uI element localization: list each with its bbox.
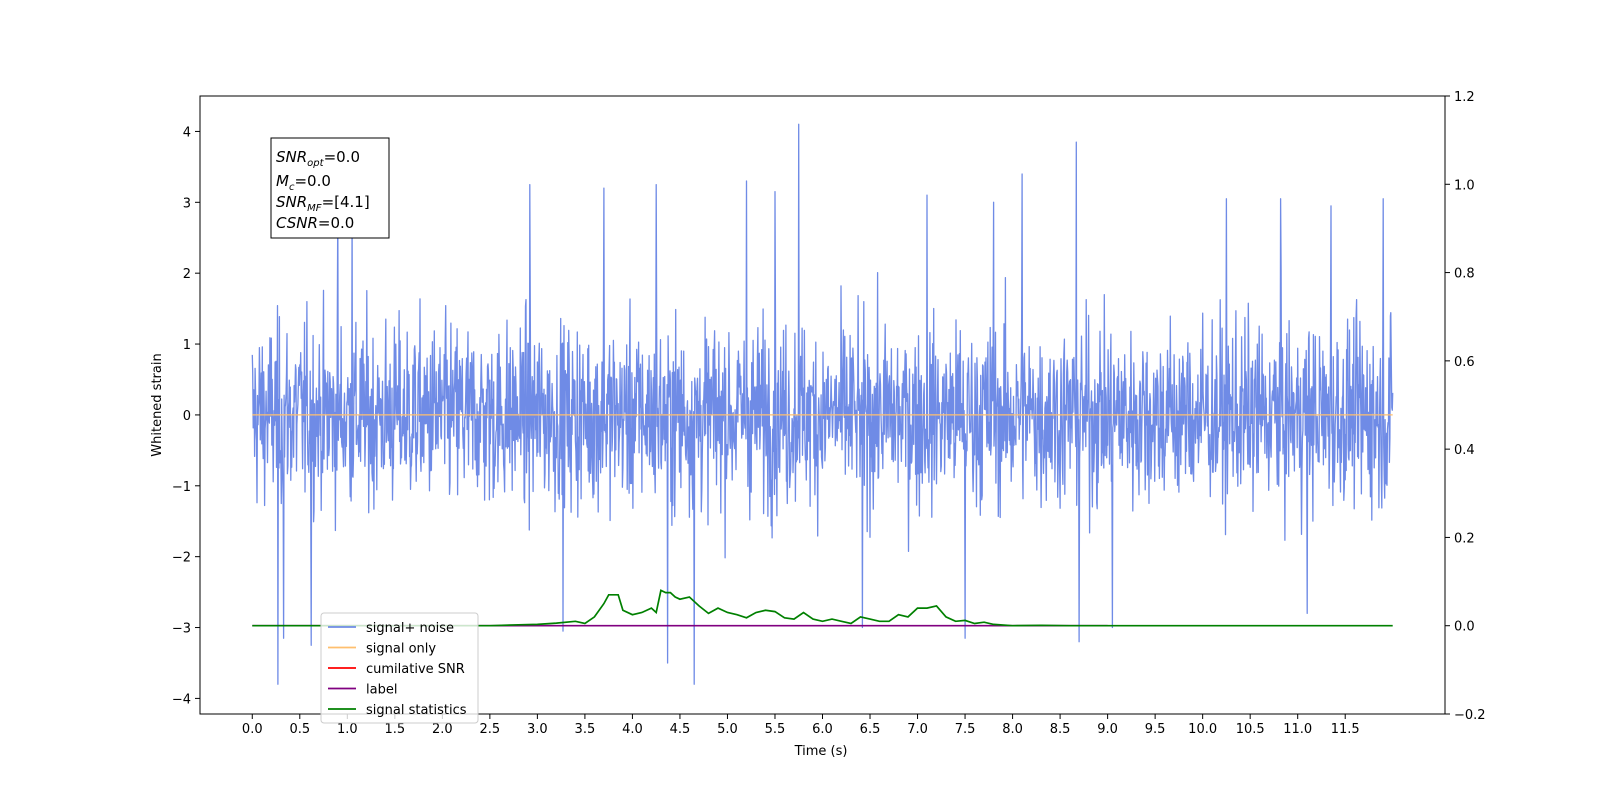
x-tick-label: 8.5 — [1050, 722, 1071, 737]
y-tick-label: 2 — [183, 267, 191, 282]
x-tick-label: 11.0 — [1283, 722, 1312, 737]
y2-tick-label: 1.0 — [1454, 178, 1475, 193]
x-tick-label: 3.0 — [527, 722, 548, 737]
x-tick-label: 4.0 — [622, 722, 643, 737]
info-snr-mf: SNRMF=[4.1] — [276, 193, 370, 214]
y-tick-label: −4 — [172, 692, 191, 707]
y-tick-label: 1 — [183, 338, 191, 353]
x-tick-label: 10.5 — [1236, 722, 1265, 737]
x-tick-label: 4.5 — [670, 722, 691, 737]
y-axis-right: 1.2 1.0 0.8 0.6 0.4 0.2 0.0 −0.2 — [1445, 90, 1486, 723]
legend-entry-signal-statistics: signal statistics — [328, 703, 467, 718]
y2-tick-label: 0.6 — [1454, 355, 1475, 370]
x-axis-label: Time (s) — [794, 744, 848, 759]
info-mc: Mc=0.0 — [276, 172, 331, 193]
y-tick-label: −2 — [172, 551, 191, 566]
x-tick-label: 9.0 — [1097, 722, 1118, 737]
y-tick-label: 3 — [183, 196, 191, 211]
x-tick-label: 6.0 — [812, 722, 833, 737]
x-tick-label: 1.5 — [384, 722, 405, 737]
legend-label: signal+ noise — [366, 621, 454, 636]
x-tick-label: 7.5 — [955, 722, 976, 737]
x-tick-label: 7.0 — [907, 722, 928, 737]
signal-statistics-line — [252, 589, 1393, 627]
legend-entry-cumilative-snr: cumilative SNR — [328, 662, 465, 677]
y2-tick-label: 0.8 — [1454, 267, 1475, 282]
legend: signal+ noise signal only cumilative SNR la… — [320, 612, 479, 724]
x-tick-label: 11.5 — [1331, 722, 1360, 737]
legend-frame — [320, 612, 479, 724]
x-tick-label: 5.0 — [717, 722, 738, 737]
y2-tick-label: 1.2 — [1454, 90, 1475, 105]
signal-plus-noise-line — [251, 123, 1394, 685]
x-tick-label: 9.5 — [1145, 722, 1166, 737]
x-tick-label: 0.0 — [242, 722, 263, 737]
x-axis: 0.0 0.5 1.0 1.5 2.0 2.5 3.0 3.5 4.0 4.5 5.0 5.5 6.0 6… — [242, 714, 1360, 737]
x-tick-label: 6.5 — [860, 722, 881, 737]
x-tick-label: 3.5 — [575, 722, 596, 737]
x-tick-label: 1.0 — [337, 722, 358, 737]
x-tick-label: 8.0 — [1002, 722, 1023, 737]
legend-entry-signal-noise: signal+ noise — [328, 621, 454, 636]
y2-tick-label: 0.2 — [1454, 531, 1475, 546]
y2-tick-label: −0.2 — [1454, 708, 1486, 723]
y-axis-label: Whitened strain — [150, 353, 165, 456]
x-tick-label: 0.5 — [289, 722, 310, 737]
info-snr-opt: SNRopt=0.0 — [276, 148, 360, 169]
y-tick-label: −1 — [172, 480, 191, 495]
y2-tick-label: 0.0 — [1454, 620, 1475, 635]
x-tick-label: 5.5 — [765, 722, 786, 737]
y-axis-left: 4 3 2 1 0 −1 −2 −3 −4 — [172, 125, 200, 707]
legend-label: label — [366, 683, 397, 698]
y-tick-label: −3 — [172, 622, 191, 637]
info-csnr: CSNR=0.0 — [276, 214, 354, 232]
y2-tick-label: 0.4 — [1454, 443, 1475, 458]
info-box-frame — [270, 137, 390, 239]
legend-entry-label: label — [328, 683, 397, 698]
x-tick-label: 2.5 — [480, 722, 501, 737]
legend-label: signal only — [366, 642, 436, 657]
info-box: SNRopt=0.0 Mc=0.0 SNRMF=[4.1] CSNR=0.0 — [270, 137, 390, 239]
y-tick-label: 4 — [183, 125, 191, 140]
legend-label: cumilative SNR — [366, 662, 465, 677]
legend-label: signal statistics — [366, 703, 467, 718]
y-tick-label: 0 — [183, 409, 191, 424]
signal-plus-noise-series — [251, 123, 1394, 685]
x-tick-label: 10.0 — [1188, 722, 1217, 737]
x-tick-label: 2.0 — [432, 722, 453, 737]
legend-entry-signal-only: signal only — [328, 642, 436, 657]
